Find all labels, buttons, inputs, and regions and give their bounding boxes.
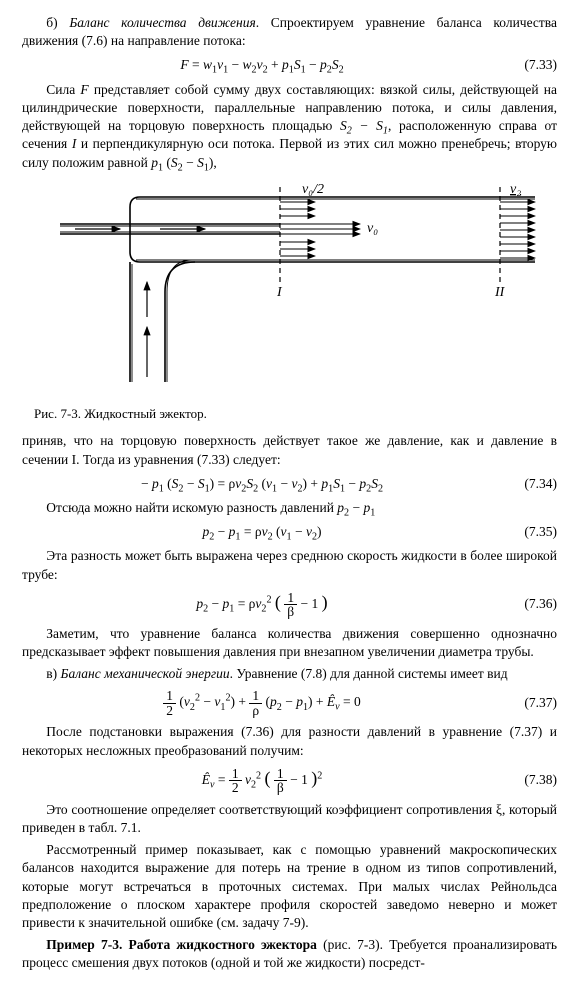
para-label: в) xyxy=(46,666,60,681)
equation-body: p2 − p1 = ρv2 (v1 − v2) xyxy=(22,523,502,541)
equation-body: Êv = 12 v22 ( 1β − 1 )2 xyxy=(22,766,502,795)
equation-number: (7.35) xyxy=(502,523,557,541)
para-mech-energy: в) Баланс механической энергии. Уравнени… xyxy=(22,665,557,683)
equation-body: 12 (v22 − v12) + 1ρ (p2 − p1) + Êv = 0 xyxy=(22,689,502,717)
equation-number: (7.33) xyxy=(502,56,557,74)
para-example-7-3: Пример 7-3. Работа жидкостного эжектора … xyxy=(22,936,557,972)
label-v0: v₀ xyxy=(367,221,378,236)
para-balance-momentum: б) Баланс количества движения. Спроектир… xyxy=(22,14,557,50)
para-pressure-diff: Отсюда можно найти искомую разность давл… xyxy=(22,499,557,517)
para-example-discussion: Рассмотренный пример показывает, как с п… xyxy=(22,841,557,932)
equation-number: (7.36) xyxy=(502,595,557,613)
para-substitute: После подстановки выражения (7.36) для р… xyxy=(22,723,557,759)
page: б) Баланс количества движения. Спроектир… xyxy=(0,0,579,997)
equation-7-36: p2 − p1 = ρv22 ( 1β − 1 ) (7.36) xyxy=(22,590,557,619)
equation-7-38: Êv = 12 v22 ( 1β − 1 )2 (7.38) xyxy=(22,766,557,795)
para-remark: Заметим, что уравнение баланса количеств… xyxy=(22,625,557,661)
para-assume-pressure: приняв, что на торцовую поверхность дейс… xyxy=(22,432,557,468)
equation-body: F = w1v1 − w2v2 + p1S1 − p2S2 xyxy=(22,56,502,74)
label-v2: v₂ xyxy=(510,182,521,197)
equation-number: (7.34) xyxy=(502,475,557,493)
equation-7-33: F = w1v1 − w2v2 + p1S1 − p2S2 (7.33) xyxy=(22,56,557,74)
para-label: б) xyxy=(46,15,69,30)
label-v0-half: v₀/2 xyxy=(302,182,324,197)
para-title: Баланс механической энергии xyxy=(61,666,230,681)
example-lead: Пример 7-3. Работа жидкостного эжектора xyxy=(46,937,317,952)
equation-number: (7.38) xyxy=(502,771,557,789)
equation-7-37: 12 (v22 − v12) + 1ρ (p2 − p1) + Êv = 0 (… xyxy=(22,689,557,717)
para-mean-velocity: Эта разность может быть выражена через с… xyxy=(22,547,557,583)
para-resistance-coef: Это соотношение определяет соответствующ… xyxy=(22,801,557,837)
equation-7-34: − p1 (S2 − S1) = ρv2S2 (v1 − v2) + p1S1 … xyxy=(22,475,557,493)
figure-caption: Рис. 7-3. Жидкостный эжектор. xyxy=(34,405,557,423)
para-title: Баланс количества движения xyxy=(69,15,255,30)
label-section-I: I xyxy=(276,285,283,300)
figure-7-3: v₀/2 v₀ v₂ I II xyxy=(40,182,540,397)
equation-body: p2 − p1 = ρv22 ( 1β − 1 ) xyxy=(22,590,502,619)
ejector-diagram: v₀/2 v₀ v₂ I II xyxy=(40,182,540,397)
equation-number: (7.37) xyxy=(502,694,557,712)
para-force-description: Сила F представляет собой сумму двух сос… xyxy=(22,81,557,172)
label-section-II: II xyxy=(494,285,506,300)
para-body: . Уравнение (7.8) для данной системы име… xyxy=(230,666,508,681)
equation-body: − p1 (S2 − S1) = ρv2S2 (v1 − v2) + p1S1 … xyxy=(22,475,502,493)
equation-7-35: p2 − p1 = ρv2 (v1 − v2) (7.35) xyxy=(22,523,557,541)
